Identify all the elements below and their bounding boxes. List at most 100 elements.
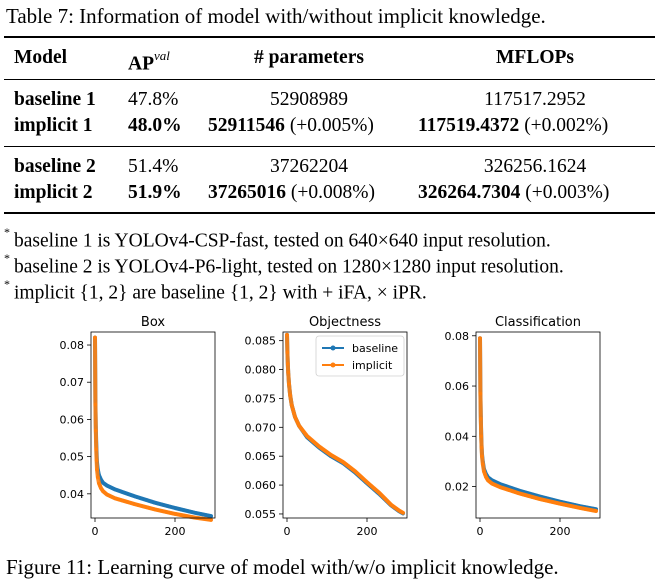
data-point-implicit [209, 518, 213, 522]
data-point-implicit [287, 382, 291, 386]
data-point-implicit [295, 420, 300, 425]
note-1-text: baseline 1 is YOLOv4-CSP-fast, tested on… [14, 230, 551, 252]
table-note-1: * baseline 1 is YOLOv4-CSP-fast, tested o… [4, 224, 551, 253]
data-point-implicit [93, 335, 97, 340]
x-tick-label: 0 [477, 525, 484, 538]
y-tick-label: 0.080 [245, 364, 277, 377]
data-point-implicit [401, 511, 405, 515]
data-point-implicit [96, 475, 100, 479]
data-point-implicit [483, 472, 487, 477]
y-tick-label: 0.065 [245, 450, 277, 463]
table-top-rule [4, 36, 655, 38]
group-rule [4, 146, 655, 147]
row-3-mflops-value: 326256.1624 [483, 156, 587, 177]
plot-frame [90, 331, 216, 519]
row-3-params-value: 37262204 [270, 156, 348, 177]
note-2-text: baseline 2 is YOLOv4-P6-light, tested on… [14, 256, 564, 278]
data-point-implicit [480, 454, 484, 459]
x-tick-label: 0 [284, 525, 291, 538]
row-3-mflops: 326256.1624 [420, 156, 650, 178]
data-point-implicit [292, 411, 296, 415]
y-tick-label: 0.070 [245, 421, 277, 434]
data-point-implicit [293, 415, 297, 419]
table-note-3: * implicit {1, 2} are baseline {1, 2} wit… [4, 276, 427, 305]
note-3-mark: * [4, 277, 10, 291]
y-tick-label: 0.05 [60, 451, 85, 464]
plot-frame [282, 331, 408, 519]
row-1-params-value: 52908989 [270, 89, 348, 110]
legend-marker-baseline [330, 345, 336, 351]
chart-title: Objectness [309, 315, 381, 330]
data-point-implicit [594, 509, 598, 513]
header-ap-sup: val [154, 48, 170, 63]
data-point-implicit [291, 407, 295, 411]
chart-panel-3: Classification 0.02 0.04 0.06 0.08 0 200 [445, 315, 601, 538]
data-point-implicit [285, 333, 289, 337]
series-points-implicit [285, 333, 405, 515]
y-tick-label: 0.060 [245, 479, 277, 492]
row-2-model: implicit 1 [14, 115, 93, 136]
row-4-params-value: 37265016 [208, 182, 286, 203]
header-rule [4, 79, 655, 80]
plot-frame [475, 331, 601, 519]
row-3-params: 37262204 [214, 156, 404, 178]
x-tick-label: 200 [357, 525, 378, 538]
legend-label-baseline: baseline [352, 342, 398, 355]
header-params: # parameters [254, 47, 364, 68]
data-point-implicit [479, 416, 483, 421]
y-tick-label: 0.055 [245, 508, 277, 521]
y-tick-label: 0.08 [60, 339, 85, 352]
data-point-implicit [94, 428, 98, 433]
data-point-implicit [286, 370, 291, 375]
data-point-implicit [479, 434, 484, 439]
data-point-implicit [478, 391, 483, 396]
y-tick-label: 0.075 [245, 392, 277, 405]
data-point-implicit [478, 336, 482, 341]
y-tick-label: 0.06 [445, 380, 470, 393]
row-1-ap: 47.8% [128, 89, 179, 110]
row-2-params-value: 52911546 [208, 115, 285, 136]
series-points-baseline [93, 335, 213, 518]
row-4-ap: 51.9% [128, 182, 182, 203]
legend-label-implicit: implicit [352, 359, 393, 372]
row-4-params-delta: (+0.008%) [286, 182, 375, 203]
row-4-mflops-delta: (+0.003%) [520, 182, 610, 203]
row-1-mflops-value: 117517.2952 [484, 89, 586, 110]
y-tick-label: 0.04 [445, 430, 470, 443]
y-tick-label: 0.06 [60, 413, 85, 426]
table-bottom-rule [4, 212, 655, 214]
data-point-implicit [294, 418, 299, 422]
row-1-model: baseline 1 [14, 89, 96, 110]
row-2-ap: 48.0% [128, 115, 182, 136]
chart-panel-1: Box 0.04 0.05 0.06 0.07 0.08 0 200 [60, 315, 216, 538]
series-line-implicit [93, 335, 213, 522]
x-tick-label: 200 [550, 525, 571, 538]
y-tick-label: 0.08 [445, 330, 470, 343]
data-point-implicit [290, 403, 294, 408]
chart-panel-2: Objectness 0.055 0.060 0.065 0.070 0.075 0.080… [245, 315, 408, 538]
row-1-mflops: 117517.2952 [420, 89, 650, 111]
data-point-implicit [479, 445, 484, 450]
data-point-implicit [93, 402, 98, 407]
row-3-model: baseline 2 [14, 156, 96, 177]
y-tick-label: 0.085 [245, 335, 277, 348]
series-points-implicit [478, 336, 598, 513]
note-2-mark: * [4, 251, 10, 265]
header-ap-base: AP [128, 53, 154, 75]
data-point-implicit [94, 458, 99, 463]
x-tick-label: 0 [92, 525, 99, 538]
note-1-mark: * [4, 225, 10, 239]
data-point-baseline [209, 514, 213, 518]
y-tick-label: 0.07 [60, 376, 85, 389]
x-tick-label: 200 [165, 525, 186, 538]
row-4-mflops-value: 326264.7304 [418, 182, 521, 203]
table-note-2: * baseline 2 is YOLOv4-P6-light, tested o… [4, 250, 564, 279]
row-4-mflops: 326264.7304 (+0.003%) [418, 182, 609, 204]
figure-caption: Figure 11: Learning curve of model with/… [6, 555, 559, 579]
data-point-implicit [288, 393, 293, 398]
row-2-params-delta: (+0.005%) [284, 115, 374, 136]
header-ap: APval [128, 47, 170, 76]
row-1-params: 52908989 [214, 89, 404, 111]
data-point-implicit [286, 362, 290, 366]
